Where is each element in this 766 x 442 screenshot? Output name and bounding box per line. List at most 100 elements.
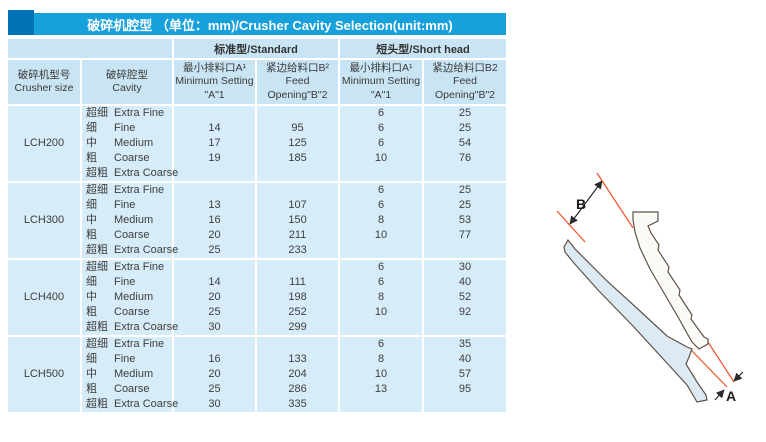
col-header-zh: 破碎机型号 [17,68,71,81]
table-row: 细 Fine 14 95 6 25 [8,121,507,136]
shorthead-feed-opening-cell: 54 [422,136,507,151]
shorthead-feed-opening-cell [422,397,507,412]
cavity-label-en: Extra Fine [114,107,165,119]
group-header-row: 标准型/Standard 短头型/Short head [8,39,507,58]
cavity-label-zh: 细 [86,122,97,134]
table-row: 中 Medium 20 204 10 57 [8,367,507,382]
col-header-zh: 紧边给料口B² [266,61,329,74]
shorthead-feed-opening-cell [422,320,507,335]
crusher-cavity-table: 标准型/Standard 短头型/Short head 破碎机型号 Crushe… [8,39,507,412]
cavity-cell: 超细 Extra Fine [80,181,172,198]
col-header-zh: 最小排料口A¹ [349,61,413,74]
standard-feed-opening-cell [255,258,339,275]
standard-min-setting-cell: 16 [172,352,255,367]
shorthead-feed-opening-cell: 25 [422,104,507,121]
cavity-label-en: Extra Coarse [114,244,179,256]
shorthead-min-setting-cell: 10 [338,367,423,382]
table-row: 细 Fine 14 111 6 40 [8,275,507,290]
cavity-label-zh: 超粗 [86,244,108,256]
cavity-label-en: Coarse [114,306,150,318]
crusher-cavity-diagram: B A [556,172,744,404]
cavity-cell: 超粗 Extra Coarse [80,166,178,181]
standard-min-setting-cell: 13 [172,198,255,213]
shorthead-feed-opening-cell: 40 [422,275,507,290]
shorthead-min-setting-cell: 6 [338,198,423,213]
cavity-cell: 细 Fine [80,275,172,290]
shorthead-feed-opening-cell: 76 [422,151,507,166]
shorthead-feed-opening-cell: 25 [422,181,507,198]
standard-feed-opening-cell: 133 [255,352,339,367]
table-row: 粗 Coarse 25 286 13 95 [8,382,507,397]
page-title: 破碎机腔型 （单位：mm)/Crusher Cavity Selection(u… [34,13,506,35]
feed-opening-line-lower-top [556,210,586,243]
col-header-en: "A"1 [204,88,225,101]
cavity-cell: 超粗 Extra Coarse [80,320,178,335]
cavity-label-zh: 细 [86,353,97,365]
column-header-row: 破碎机型号 Crusher size 破碎腔型 Cavity 最小排料口A¹ M… [8,58,507,104]
dimension-label-a: A [726,388,736,404]
cavity-label-zh: 超细 [86,261,108,273]
dimension-a-arrow-lower [714,389,725,401]
shorthead-min-setting-cell [338,320,423,335]
standard-min-setting-cell: 14 [172,121,255,136]
table-row: 粗 Coarse 25 252 10 92 [8,305,507,320]
standard-min-setting-cell: 20 [172,367,255,382]
col-header-en: Opening"B"2 [435,88,496,101]
standard-min-setting-cell: 25 [172,243,255,258]
shorthead-feed-opening-cell: 57 [422,367,507,382]
table-row: LCH500 超细 Extra Fine 6 35 [8,335,507,412]
table-row: 粗 Coarse 19 185 10 76 [8,151,507,166]
col-header-shorthead-min-setting: 最小排料口A¹ Minimum Setting "A"1 [338,58,423,104]
standard-feed-opening-cell: 299 [255,320,339,335]
table-row: 中 Medium 20 198 8 52 [8,290,507,305]
col-header-en: Feed [285,75,310,88]
shorthead-feed-opening-cell [422,243,507,258]
cavity-label-en: Coarse [114,152,150,164]
col-header-standard-min-setting: 最小排料口A¹ Minimum Setting "A"1 [172,58,255,104]
cavity-label-zh: 中 [86,214,97,226]
standard-feed-opening-cell [255,166,339,181]
feed-opening-line-upper-bottom [705,338,735,383]
standard-min-setting-cell: 20 [172,228,255,243]
shorthead-feed-opening-cell: 35 [422,335,507,352]
cavity-label-zh: 超粗 [86,398,108,410]
shorthead-feed-opening-cell: 77 [422,228,507,243]
cavity-label-zh: 细 [86,276,97,288]
cavity-label-zh: 超粗 [86,167,108,179]
cavity-label-en: Fine [114,122,136,134]
standard-min-setting-cell: 25 [172,382,255,397]
table-row: 细 Fine 13 107 6 25 [8,198,507,213]
title-accent-block [8,10,34,35]
col-header-zh: 紧边给料口B2 [432,61,498,74]
standard-min-setting-cell: 30 [172,320,255,335]
cavity-label-zh: 粗 [86,306,97,318]
cavity-cell: 粗 Coarse [80,228,172,243]
standard-min-setting-cell: 16 [172,213,255,228]
cavity-label-en: Medium [114,214,154,226]
cavity-label-en: Fine [114,276,136,288]
cavity-label-zh: 中 [86,368,97,380]
cavity-cell: 超细 Extra Fine [80,258,172,275]
standard-feed-opening-cell: 286 [255,382,339,397]
shorthead-min-setting-cell: 8 [338,213,423,228]
crusher-size-cell: LCH200 [8,104,80,181]
cavity-cell: 中 Medium [80,136,172,151]
standard-min-setting-cell: 20 [172,290,255,305]
standard-min-setting-cell: 25 [172,305,255,320]
cavity-label-zh: 超细 [86,184,108,196]
cavity-label-en: Extra Fine [114,338,165,350]
shorthead-min-setting-cell: 6 [338,275,423,290]
group-header-short-head: 短头型/Short head [338,39,507,58]
cavity-label-zh: 中 [86,291,97,303]
shorthead-min-setting-cell: 6 [338,181,423,198]
dimension-b-arrow [569,180,603,225]
standard-min-setting-cell [172,335,255,352]
shorthead-feed-opening-cell: 53 [422,213,507,228]
standard-min-setting-cell [172,104,255,121]
standard-min-setting-cell: 14 [172,275,255,290]
table-row: 超粗 Extra Coarse 30 299 [8,320,507,335]
col-header-en: Cavity [112,82,142,94]
shorthead-min-setting-cell: 6 [338,335,423,352]
cavity-cell: 超粗 Extra Coarse [80,397,178,412]
